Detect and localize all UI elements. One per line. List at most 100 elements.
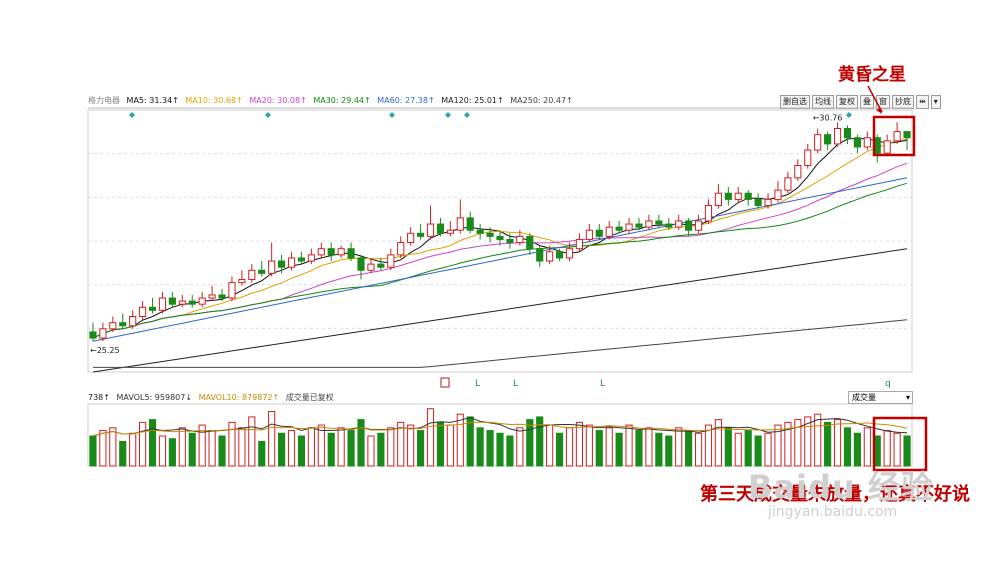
candle-body bbox=[168, 297, 176, 305]
candle-body bbox=[129, 316, 137, 327]
toolbar-overlay-button[interactable]: 叠 bbox=[860, 95, 874, 109]
volume-select-value: 成交量 bbox=[852, 393, 876, 402]
candle-body bbox=[119, 322, 127, 327]
signal-diamond-icon bbox=[389, 112, 395, 118]
candle-body bbox=[794, 164, 802, 179]
volume-bar bbox=[337, 427, 345, 467]
volume-bar bbox=[238, 427, 246, 467]
volume-bar bbox=[258, 440, 266, 467]
candle-body bbox=[258, 269, 266, 274]
volume-bar bbox=[754, 435, 762, 467]
volume-bar bbox=[744, 430, 752, 467]
mavol10-label: MAVOL10: 879872↑ bbox=[198, 393, 280, 402]
volume-bar bbox=[814, 413, 822, 467]
volume-highlight-box bbox=[872, 416, 928, 472]
volume-indicator-select[interactable]: 成交量 ▾ bbox=[848, 391, 913, 404]
candle-body bbox=[853, 137, 861, 148]
candle-body bbox=[99, 328, 107, 339]
mavol5-label: MAVOL5: 959807↓ bbox=[116, 393, 193, 402]
candle-body bbox=[625, 223, 633, 231]
volume-bar bbox=[665, 435, 673, 467]
candle-body bbox=[575, 238, 583, 250]
candle-body bbox=[516, 235, 524, 244]
candle-body bbox=[426, 223, 435, 237]
arrows-icon[interactable]: ⇹ bbox=[916, 95, 929, 109]
candle-body bbox=[337, 248, 345, 256]
volume-bar bbox=[893, 432, 901, 467]
candle-body bbox=[694, 220, 703, 231]
dividend-marker-icon bbox=[440, 377, 450, 388]
candle-body bbox=[218, 294, 226, 299]
candle-body bbox=[268, 260, 276, 274]
candle-body bbox=[446, 229, 454, 234]
candle-body bbox=[109, 322, 117, 330]
volume-bar bbox=[843, 427, 852, 467]
volume-bar bbox=[248, 416, 256, 467]
volume-bar bbox=[317, 424, 325, 467]
signal-diamond-icon bbox=[265, 112, 271, 118]
ma250-line bbox=[93, 319, 908, 368]
volume-bar bbox=[367, 435, 375, 467]
volume-bar bbox=[109, 427, 117, 467]
volume-bar bbox=[645, 427, 653, 467]
volume-bar bbox=[119, 440, 127, 467]
candle-body bbox=[188, 300, 196, 305]
ma20-label: MA20: 30.08↑ bbox=[249, 96, 307, 105]
stock-name: 格力电器 bbox=[88, 96, 120, 105]
volume-bar bbox=[675, 427, 683, 467]
volume-bar bbox=[605, 427, 613, 467]
candle-body bbox=[843, 127, 852, 139]
watermark-logo: Baidu 经验 bbox=[748, 468, 934, 506]
annotation-arrow bbox=[867, 85, 883, 113]
candle-body bbox=[148, 306, 157, 311]
ma60-label: MA60: 27.38↑ bbox=[377, 96, 435, 105]
volume-bar bbox=[297, 435, 306, 467]
candle-body bbox=[536, 248, 544, 262]
candle-body bbox=[585, 229, 593, 240]
candle-body bbox=[496, 235, 504, 240]
candle-body bbox=[893, 131, 901, 142]
volume-note: 成交量已复权 bbox=[285, 393, 334, 402]
candle-body bbox=[595, 229, 603, 237]
event-marker: q bbox=[885, 379, 891, 389]
volume-bar bbox=[387, 427, 395, 467]
volume-bar bbox=[506, 435, 514, 467]
candle-body bbox=[436, 223, 445, 234]
volume-bar bbox=[883, 430, 891, 467]
event-marker: L bbox=[513, 379, 518, 389]
volume-bar bbox=[347, 430, 355, 467]
candle-body bbox=[198, 297, 206, 305]
volume-bar bbox=[446, 424, 454, 467]
volume-bar bbox=[655, 432, 663, 467]
volume-bar bbox=[426, 408, 435, 467]
volume-annotation: 第三天成交量未放量，还真不好说 bbox=[700, 484, 970, 505]
volume-bar bbox=[595, 430, 603, 467]
candle-body bbox=[784, 177, 792, 191]
volume-bar bbox=[625, 424, 633, 467]
volume-bar bbox=[833, 419, 842, 467]
ma-legend: 格力电器 MA5: 31.34↑ MA10: 30.68↑ MA20: 30.0… bbox=[88, 95, 577, 108]
candle-body bbox=[754, 198, 762, 207]
volume-bar bbox=[863, 427, 871, 467]
volume-bar bbox=[198, 424, 206, 467]
volume-bar bbox=[228, 421, 236, 467]
candle-body bbox=[178, 300, 186, 305]
candle-body bbox=[248, 269, 256, 281]
signal-diamond-icon bbox=[846, 112, 852, 118]
candle-body bbox=[387, 254, 395, 268]
candle-body bbox=[297, 257, 306, 262]
candle-body bbox=[367, 263, 375, 271]
candle-body bbox=[883, 140, 891, 154]
volume-bar bbox=[456, 413, 464, 467]
candle-body bbox=[734, 192, 742, 200]
volume-bar bbox=[794, 419, 802, 467]
volume-bar bbox=[903, 435, 911, 467]
watermark-url: jingyan.baidu.com bbox=[768, 504, 898, 520]
volume-bar bbox=[178, 427, 186, 467]
candle-body bbox=[357, 257, 365, 271]
candle-body bbox=[685, 220, 693, 231]
dropdown-icon[interactable]: ▾ bbox=[930, 95, 941, 109]
candle-body bbox=[744, 192, 752, 200]
volume-bar bbox=[168, 438, 176, 467]
